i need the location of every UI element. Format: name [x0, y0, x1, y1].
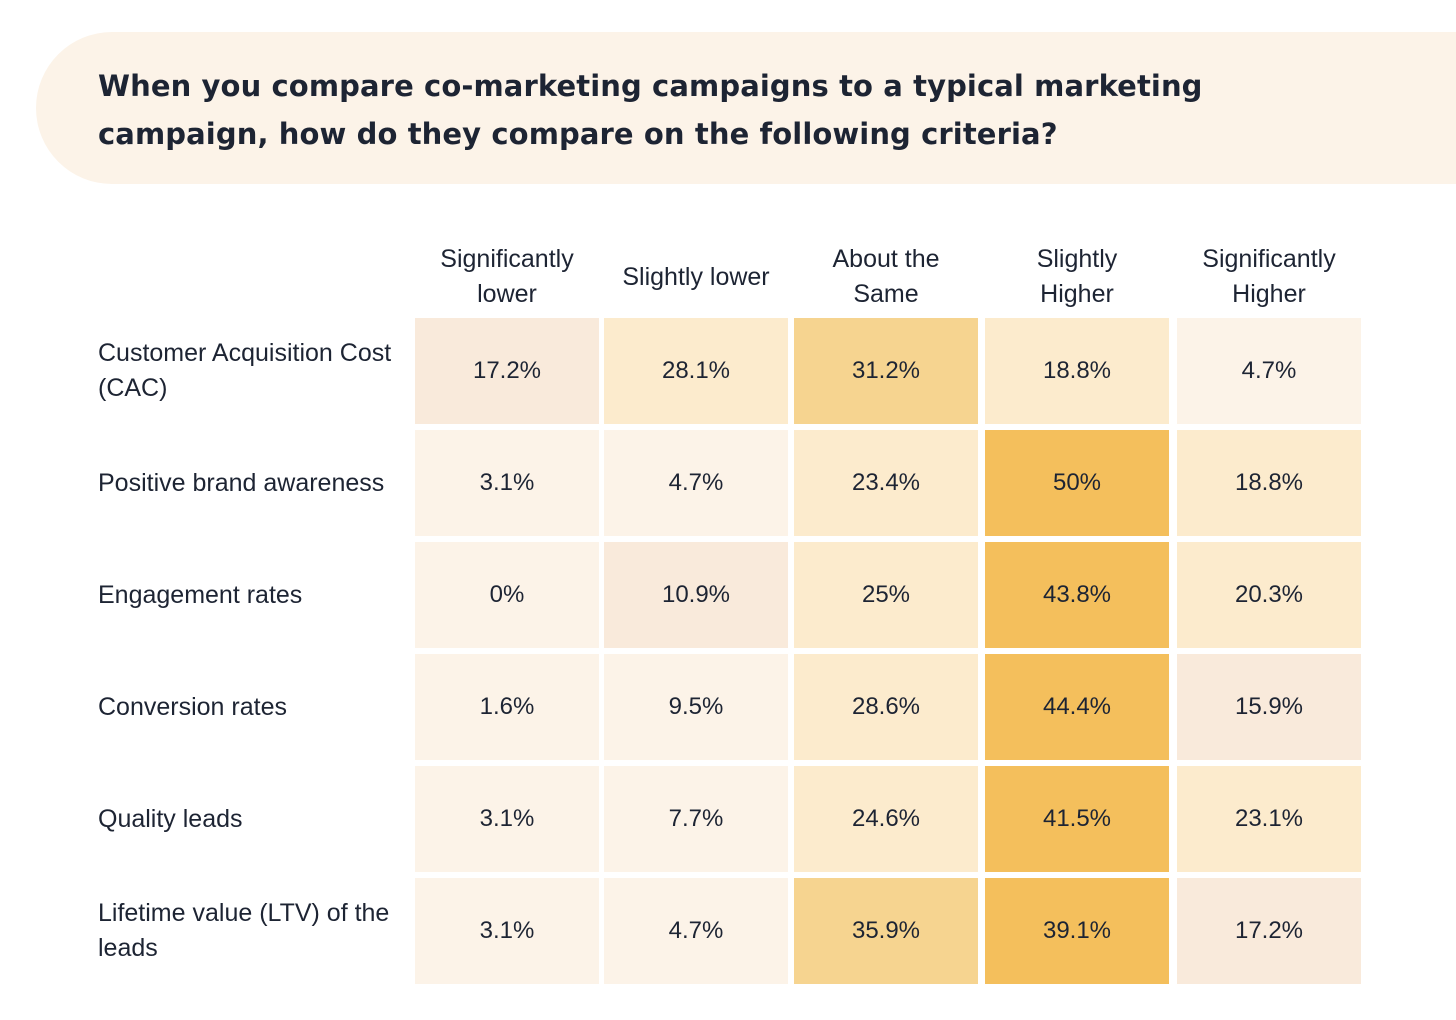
row-label: Conversion rates: [98, 692, 287, 721]
heatmap-cell: 25%: [794, 542, 978, 648]
heatmap-cell: 23.1%: [1177, 766, 1361, 872]
heatmap-cell: 3.1%: [415, 766, 599, 872]
heatmap-cell: 31.2%: [794, 318, 978, 424]
column-header: About the Same: [832, 245, 940, 308]
heatmap-cell: 3.1%: [415, 430, 599, 536]
heatmap-cell: 18.8%: [985, 318, 1169, 424]
heatmap-cell: 10.9%: [604, 542, 788, 648]
row-label: Quality leads: [98, 804, 243, 833]
heatmap-cell: 4.7%: [604, 430, 788, 536]
row-label: Lifetime value (LTV) of the leads: [98, 899, 390, 962]
heatmap-cell: 9.5%: [604, 654, 788, 760]
heatmap-cell: 50%: [985, 430, 1169, 536]
row-label: Positive brand awareness: [98, 468, 385, 497]
heatmap-cell: 28.6%: [794, 654, 978, 760]
heatmap-cell: 3.1%: [415, 878, 599, 984]
column-header: Slightly lower: [622, 262, 770, 291]
heatmap-cell: 0%: [415, 542, 599, 648]
heatmap-cell: 41.5%: [985, 766, 1169, 872]
row-label: Engagement rates: [98, 580, 303, 609]
row-label: Customer Acquisition Cost (CAC): [98, 339, 392, 402]
heatmap-cell: 23.4%: [794, 430, 978, 536]
column-header: Significantly lower: [440, 245, 574, 308]
column-header: Slightly Higher: [1036, 245, 1118, 308]
heatmap-cell: 4.7%: [604, 878, 788, 984]
heatmap-cell: 44.4%: [985, 654, 1169, 760]
heatmap-cell: 20.3%: [1177, 542, 1361, 648]
heatmap-cell: 43.8%: [985, 542, 1169, 648]
title-banner: [36, 32, 1456, 184]
heatmap-cell: 7.7%: [604, 766, 788, 872]
heatmap-cell: 17.2%: [415, 318, 599, 424]
heatmap-cell: 35.9%: [794, 878, 978, 984]
column-header: Significantly Higher: [1202, 245, 1336, 308]
heatmap-cell: 18.8%: [1177, 430, 1361, 536]
heatmap-cell: 4.7%: [1177, 318, 1361, 424]
heatmap-cell: 15.9%: [1177, 654, 1361, 760]
heatmap-cell: 17.2%: [1177, 878, 1361, 984]
chart-title: When you compare co-marketing campaigns …: [98, 69, 1203, 151]
heatmap-cell: 1.6%: [415, 654, 599, 760]
heatmap-cell: 39.1%: [985, 878, 1169, 984]
heatmap-cell: 28.1%: [604, 318, 788, 424]
heatmap-cell: 24.6%: [794, 766, 978, 872]
